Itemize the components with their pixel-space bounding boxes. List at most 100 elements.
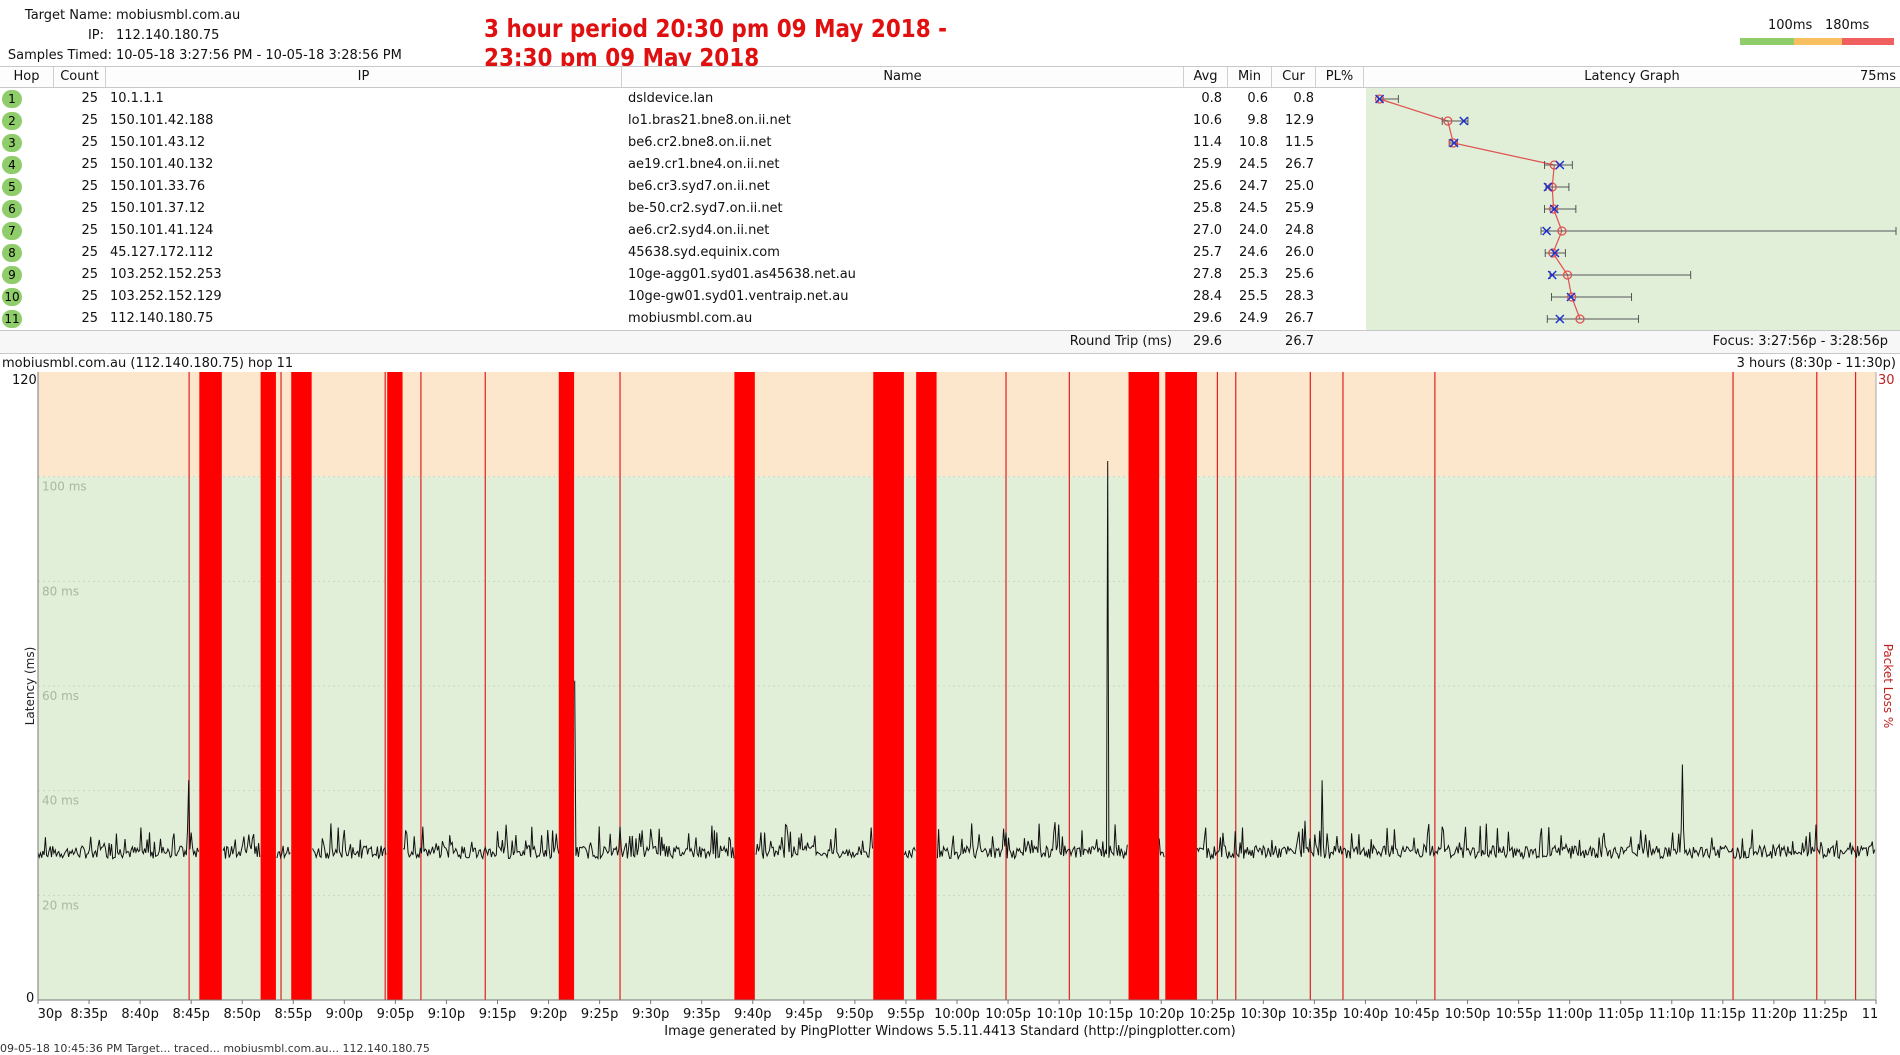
y2-top-label: 30	[1878, 373, 1895, 388]
count-cell: 25	[81, 311, 98, 326]
time-label: 11:25p	[1802, 1007, 1848, 1022]
cur-marker	[1549, 204, 1559, 214]
packet-loss-block	[873, 372, 904, 1000]
hop-badge: 5	[2, 178, 22, 196]
avg-marker	[1548, 248, 1558, 258]
ip-value: 112.140.180.75	[116, 28, 220, 43]
pl-cell	[1316, 88, 1360, 110]
col-count[interactable]: Count	[54, 67, 106, 87]
time-label: 10:55p	[1496, 1007, 1542, 1022]
avg-marker	[1575, 314, 1585, 324]
time-label: 8:40p	[121, 1007, 158, 1022]
round-trip-label: Round Trip (ms)	[1069, 334, 1172, 349]
overlay-title: 3 hour period 20:30 pm 09 May 2018 - 23:…	[484, 14, 948, 72]
time-label: 10:35p	[1292, 1007, 1338, 1022]
table-row[interactable]: 4 25 150.101.40.132 ae19.cr1.bne4.on.ii.net…	[0, 154, 1366, 176]
packet-loss-block	[387, 372, 403, 1000]
col-avg[interactable]: Avg	[1184, 67, 1228, 87]
latency-trace	[903, 846, 916, 859]
hop-table-header: Hop Count IP Name Avg Min Cur PL% Latenc…	[0, 66, 1900, 88]
cur-cell: 26.7	[1285, 157, 1314, 172]
packet-loss-block	[916, 372, 937, 1000]
time-label: 9:25p	[581, 1007, 618, 1022]
focus-range[interactable]: Focus: 3:27:56p - 3:28:56p	[1712, 334, 1888, 349]
col-latency-graph[interactable]: Latency Graph 75ms	[1364, 67, 1900, 87]
avg-cell: 27.8	[1193, 267, 1222, 282]
latency-graph-svg	[1374, 94, 1897, 324]
pl-cell	[1316, 198, 1360, 220]
time-label: 11:15p	[1700, 1007, 1746, 1022]
table-row[interactable]: 6 25 150.101.37.12 be-50.cr2.syd7.on.ii.net…	[0, 198, 1366, 220]
ip-cell: 150.101.37.12	[110, 201, 206, 216]
ip-cell: 150.101.41.124	[110, 223, 214, 238]
cur-marker	[1550, 248, 1560, 258]
time-label: 11:10p	[1649, 1007, 1695, 1022]
time-label: 10:30p	[1240, 1007, 1286, 1022]
table-row[interactable]: 7 25 150.101.41.124 ae6.cr2.syd4.on.ii.net 2…	[0, 220, 1366, 242]
avg-marker	[1374, 94, 1385, 104]
col-cur[interactable]: Cur	[1272, 67, 1316, 87]
hop-badge: 11	[2, 310, 22, 328]
min-cell: 24.0	[1239, 223, 1268, 238]
ip-cell: 45.127.172.112	[110, 245, 214, 260]
min-cell: 0.6	[1247, 91, 1268, 106]
cur-marker	[1547, 270, 1557, 280]
table-row[interactable]: 10 25 103.252.152.129 10ge-gw01.syd01.ventr…	[0, 286, 1366, 308]
latency-trace	[37, 780, 199, 860]
pl-cell	[1316, 220, 1360, 242]
legend-warn-bar	[1794, 38, 1842, 45]
latency-trace	[403, 824, 560, 860]
name-cell: ae19.cr1.bne4.on.ii.net	[628, 157, 780, 172]
latency-trace	[312, 823, 387, 860]
cur-cell: 24.8	[1285, 223, 1314, 238]
cur-marker	[1542, 226, 1552, 236]
time-label: 8:55p	[275, 1007, 312, 1022]
latency-trace	[936, 460, 1128, 861]
col-hop[interactable]: Hop	[0, 67, 54, 87]
min-cell: 24.5	[1239, 157, 1268, 172]
round-trip-avg: 29.6	[1193, 334, 1222, 349]
name-cell: 45638.syd.equinix.com	[628, 245, 780, 260]
name-cell: be6.cr2.bne8.on.ii.net	[628, 135, 772, 150]
col-name[interactable]: Name	[622, 67, 1184, 87]
name-cell: ae6.cr2.syd4.on.ii.net	[628, 223, 770, 238]
gridline-label: 40 ms	[42, 794, 79, 808]
time-label: 9:40p	[734, 1007, 771, 1022]
bottom-cut-text: 09-05-18 10:45:36 PM Target... traced...…	[0, 1042, 430, 1055]
col-ip[interactable]: IP	[106, 67, 622, 87]
time-label: 9:55p	[887, 1007, 924, 1022]
col-pl[interactable]: PL%	[1316, 67, 1364, 87]
y-zero-label: 0	[26, 991, 34, 1006]
y-top-label: 120	[12, 373, 37, 388]
time-label: 30p	[38, 1007, 63, 1022]
time-label: 10:45p	[1394, 1007, 1440, 1022]
time-label: 10:50p	[1445, 1007, 1491, 1022]
count-cell: 25	[81, 157, 98, 172]
latency-trace	[755, 823, 873, 859]
table-row[interactable]: 2 25 150.101.42.188 lo1.bras21.bne8.on.ii.n…	[0, 110, 1366, 132]
pl-cell	[1316, 110, 1360, 132]
table-row[interactable]: 5 25 150.101.33.76 be6.cr3.syd7.on.ii.net 25…	[0, 176, 1366, 198]
table-row[interactable]: 11 25 112.140.180.75 mobiusmbl.com.au 29.6 24…	[0, 308, 1366, 330]
history-range[interactable]: 3 hours (8:30p - 11:30p)	[1736, 356, 1896, 371]
latency-graph-panel[interactable]	[1366, 88, 1900, 330]
gridline-label: 20 ms	[42, 898, 79, 912]
table-row[interactable]: 1 25 10.1.1.1 dsldevice.lan 0.8 0.6 0.8	[0, 88, 1366, 110]
time-label: 9:10p	[428, 1007, 465, 1022]
table-row[interactable]: 9 25 103.252.152.253 10ge-agg01.syd01.as456…	[0, 264, 1366, 286]
cur-cell: 25.9	[1285, 201, 1314, 216]
ip-cell: 150.101.40.132	[110, 157, 214, 172]
cur-cell: 11.5	[1285, 135, 1314, 150]
time-label: 9:50p	[836, 1007, 873, 1022]
table-row[interactable]: 8 25 45.127.172.112 45638.syd.equinix.com 25…	[0, 242, 1366, 264]
col-min[interactable]: Min	[1228, 67, 1272, 87]
cur-cell: 26.0	[1285, 245, 1314, 260]
pl-cell	[1316, 286, 1360, 308]
table-row[interactable]: 3 25 150.101.43.12 be6.cr2.bne8.on.ii.net 11…	[0, 132, 1366, 154]
cur-marker	[1555, 314, 1565, 324]
latency-history-graph[interactable]: 100 ms 80 ms 60 ms 40 ms 20 ms 120 0 30 Latency …	[0, 372, 1900, 1022]
avg-cell: 0.8	[1201, 91, 1222, 106]
hop-badge: 6	[2, 200, 22, 218]
latency-trace	[276, 845, 291, 860]
cur-cell: 0.8	[1293, 91, 1314, 106]
